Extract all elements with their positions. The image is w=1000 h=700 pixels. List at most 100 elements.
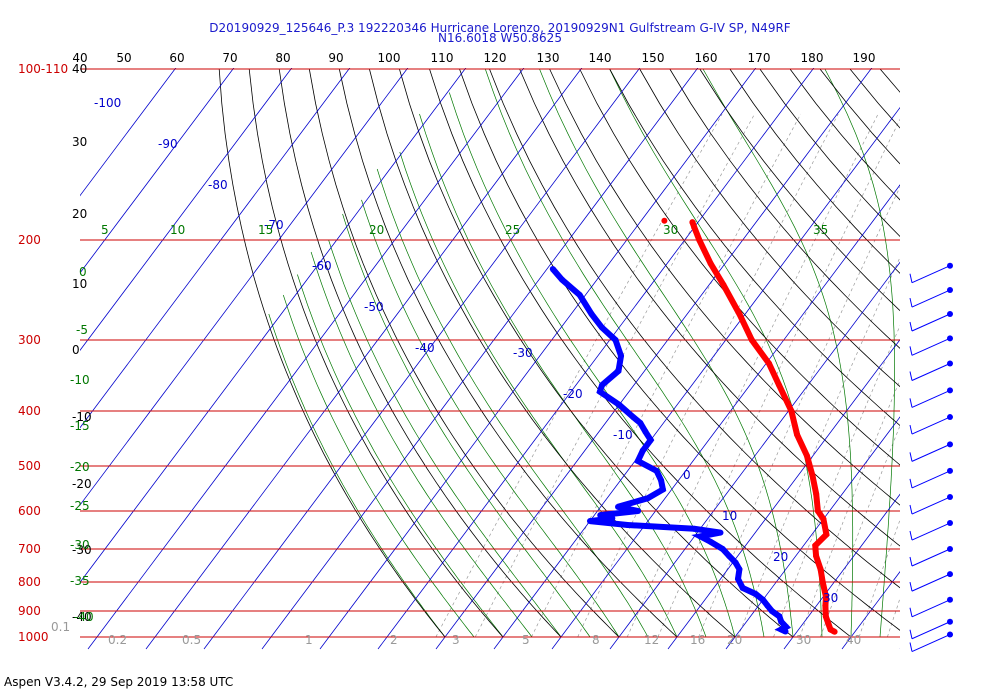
isotherm-line — [667, 338, 900, 650]
moist-adiabat-line — [419, 113, 707, 638]
dry-adiabat-line — [218, 68, 446, 638]
dewpoint-point — [776, 613, 783, 620]
top-axis-tick-label: 190 — [853, 51, 876, 65]
mixing-ratio-line — [799, 378, 900, 638]
dewpoint-point — [609, 515, 616, 522]
dewpoint-point — [612, 337, 619, 344]
mixing-ratio-line — [773, 324, 900, 638]
left-axis-tick-label: 20 — [72, 207, 87, 221]
moist-adiabat-label: -10 — [70, 373, 90, 387]
isotherm-label: -50 — [364, 300, 384, 314]
wind-barb — [909, 596, 953, 618]
wind-barb-staff — [911, 363, 951, 381]
dewpoint-point — [739, 585, 746, 592]
isotherm-line — [377, 68, 815, 650]
left-axis-tick-label: -40 — [72, 610, 92, 624]
isotherm-label: -80 — [208, 178, 228, 192]
top-axis-tick-label: 130 — [537, 51, 560, 65]
mixing-ratio-label: 3 — [452, 633, 460, 647]
temperature-point — [720, 281, 727, 288]
temperature-point — [707, 260, 714, 267]
wind-barb-staff — [911, 522, 951, 541]
top-axis-tick-label: 140 — [589, 51, 612, 65]
temperature-point — [696, 236, 703, 243]
temperature-point — [814, 507, 821, 514]
dewpoint-point — [647, 437, 654, 444]
moist-adiabat-label: -30 — [70, 538, 90, 552]
wind-barb-flag — [909, 629, 913, 639]
wind-barb — [909, 546, 953, 567]
top-axis-tick-label: 90 — [328, 51, 343, 65]
mixing-ratio-line — [626, 113, 879, 638]
wind-barb-flag — [909, 321, 913, 332]
dry-adiabat-line — [579, 68, 900, 466]
dry-adiabat-line — [849, 68, 900, 129]
dry-adiabat-line — [399, 68, 794, 638]
dry-adiabat-line — [429, 68, 852, 638]
chart-subtitle: N16.6018 W50.8625 — [438, 31, 562, 45]
wind-barb-staff — [911, 573, 951, 592]
moist-adiabat-label: 25 — [505, 223, 520, 237]
dewpoint-point — [736, 566, 743, 573]
mixing-ratio-label: 1 — [305, 633, 313, 647]
wind-barb-flag — [909, 398, 913, 408]
dewpoint-point — [717, 529, 724, 536]
wind-barb — [909, 311, 953, 332]
moist-adiabat-label: -25 — [70, 499, 90, 513]
dewpoint-point — [778, 618, 785, 625]
isotherm-line — [899, 648, 900, 649]
top-axis-tick-label: 150 — [642, 51, 665, 65]
dewpoint-point — [598, 324, 605, 331]
wind-barb-flag — [909, 371, 913, 381]
footer-version-text: Aspen V3.4.2, 29 Sep 2019 13:58 UTC — [4, 675, 234, 689]
wind-barb-flag — [909, 273, 913, 283]
mixing-ratio-line — [737, 256, 900, 638]
wind-barb-staff — [911, 548, 951, 567]
dry-adiabat-line — [669, 68, 900, 349]
wind-barb-staff — [911, 265, 951, 284]
moist-adiabat-line — [310, 251, 533, 638]
moist-adiabat-label: -20 — [70, 460, 90, 474]
moist-adiabat-label: -35 — [70, 574, 90, 588]
wind-barb — [909, 618, 953, 640]
wind-barb-staff — [911, 599, 951, 618]
dewpoint-point — [707, 538, 714, 545]
temperature-trace — [689, 221, 837, 635]
mixing-ratio-line — [698, 186, 900, 638]
dewpoint-point — [658, 477, 665, 484]
dry-adiabat-line — [308, 68, 620, 638]
isotherm-line — [80, 68, 177, 197]
left-axis-tick-label: 30 — [72, 135, 87, 149]
wind-barb-flag — [909, 346, 913, 356]
dewpoint-point — [599, 381, 606, 388]
pressure-label: 1000 — [18, 630, 49, 644]
top-axis-tick-label: 110 — [431, 51, 454, 65]
dry-adiabat-line — [278, 68, 562, 638]
wind-barb — [909, 520, 953, 541]
isotherm-label: -100 — [94, 96, 121, 110]
dewpoint-point — [596, 388, 603, 395]
pressure-label: 400 — [18, 404, 41, 418]
label-layer: 40 50 60 70 80 90 100 110 120 130 140 150 160 170 180 1… — [51, 51, 875, 647]
temperature-point — [819, 578, 826, 585]
dewpoint-point — [778, 626, 785, 633]
left-axis-tick-label: 10 — [72, 277, 87, 291]
isotherm-label: 0 — [683, 468, 691, 482]
isotherm-line — [80, 68, 467, 583]
moist-adiabat-line — [702, 68, 854, 638]
moist-adiabat-label: -5 — [76, 323, 88, 337]
moist-adiabat-label: 0 — [79, 265, 87, 279]
moist-adiabat-line — [268, 313, 446, 638]
dry-adiabat-line — [910, 69, 1000, 637]
wind-barb-staff — [911, 621, 951, 640]
isotherm-line — [609, 261, 900, 650]
mixing-ratio-line — [531, 113, 802, 638]
dry-adiabat-line — [759, 68, 900, 237]
wind-barb — [909, 467, 953, 489]
dry-adiabat-line — [338, 68, 678, 638]
dry-adiabat-line — [879, 68, 900, 93]
left-axis-tick-label: 0 — [72, 343, 80, 357]
dewpoint-point — [635, 507, 642, 514]
dewpoint-point — [732, 559, 739, 566]
pressure-label: 600 — [18, 504, 41, 518]
